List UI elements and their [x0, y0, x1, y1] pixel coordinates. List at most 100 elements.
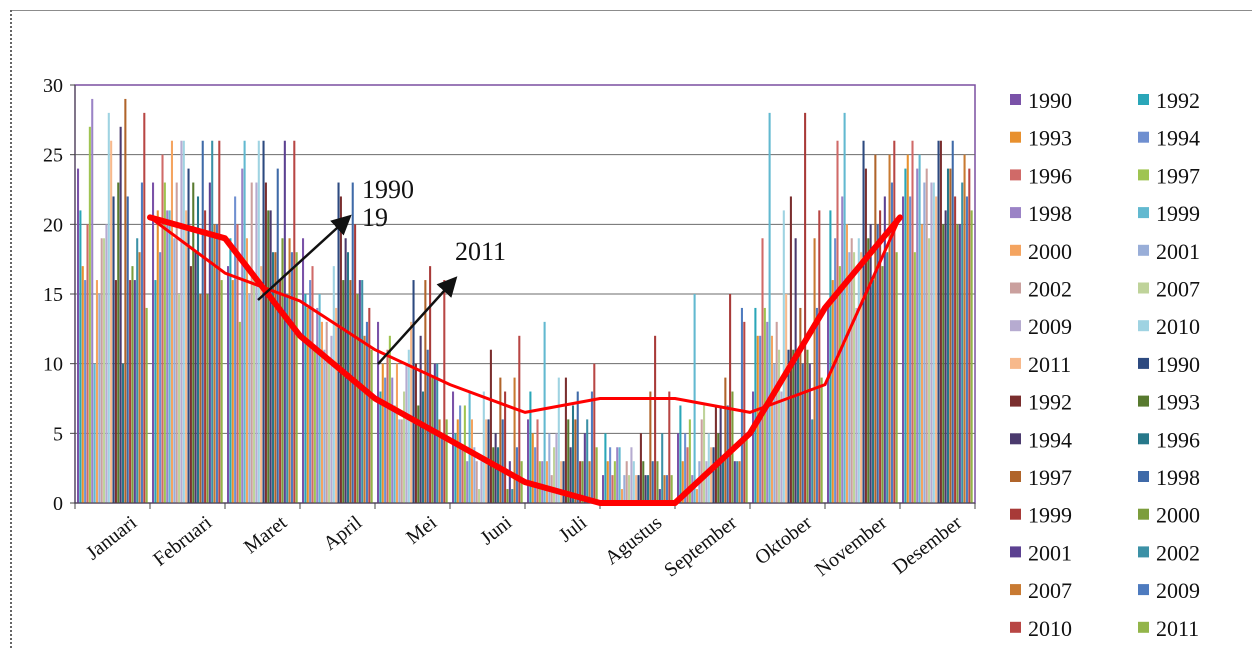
bar-2010-juli — [557, 377, 560, 503]
bar-1992-februari — [154, 280, 157, 503]
x-tick-label: Maret — [240, 511, 292, 558]
bar-2002-agustus — [625, 461, 628, 503]
bar-2011-mei — [445, 419, 448, 503]
x-tick-label: September — [660, 511, 741, 581]
bar-1990-agustus — [637, 475, 640, 503]
legend-swatch-2009 — [1010, 320, 1021, 332]
bar-1990-agustus — [602, 475, 605, 503]
bar-2009-september — [740, 307, 743, 503]
y-tick-label: 30 — [43, 75, 63, 97]
bar-1996-januari — [86, 224, 89, 503]
bar-1992-agustus — [639, 433, 642, 503]
bar-1992-januari — [79, 210, 82, 503]
bar-1998-juni — [466, 461, 469, 503]
bar-2011-agustus — [670, 475, 673, 503]
bar-2009-september — [705, 461, 708, 503]
bar-2011-desember — [970, 210, 973, 503]
bar-1999-oktober — [768, 112, 771, 504]
bar-1996-november — [871, 280, 875, 503]
bar-1993-juli — [567, 419, 570, 503]
bar-2011-desember — [935, 196, 938, 503]
bar-2007-oktober — [813, 238, 816, 503]
bar-2002-september — [736, 461, 739, 503]
bar-1997-februari — [163, 182, 166, 503]
bar-1993-april — [342, 280, 345, 503]
legend-label-1996: 1996 — [1028, 163, 1072, 188]
bar-1998-agustus — [651, 461, 654, 503]
bar-2010-juli — [593, 363, 596, 503]
bar-2000-oktober — [770, 335, 773, 503]
bar-2000-januari — [131, 266, 134, 503]
bar-1993-januari — [81, 266, 84, 503]
bar-2000-januari — [95, 280, 98, 503]
bar-2011-november — [860, 252, 863, 503]
bar-2010-juni — [518, 335, 521, 503]
legend-label-2000: 2000 — [1156, 503, 1200, 528]
bar-2001-november — [883, 196, 886, 503]
bar-2011-februari — [220, 280, 223, 503]
bar-1999-maret — [243, 140, 246, 504]
bar-1997-april — [313, 349, 316, 503]
bar-1997-oktober — [799, 307, 802, 503]
bar-1997-maret — [274, 252, 277, 503]
bar-1993-april — [306, 307, 309, 503]
bar-2000-september — [695, 489, 698, 503]
bar-1992-oktober — [789, 196, 792, 503]
bar-1996-oktober — [761, 238, 764, 503]
bar-2007-september — [703, 405, 706, 503]
bar-1999-maret — [279, 280, 282, 503]
legend-swatch-1994 — [1010, 433, 1021, 445]
bar-1997-juli — [538, 461, 541, 503]
legend-swatch-1999 — [1010, 508, 1021, 520]
bar-1997-maret — [238, 321, 241, 503]
bar-1996-september — [721, 461, 725, 503]
frame-left-border — [10, 10, 12, 648]
bar-1996-mei — [386, 349, 389, 503]
bar-2010-februari — [182, 140, 185, 504]
legend-label-2010: 2010 — [1156, 314, 1200, 339]
bar-1994-mei — [419, 335, 422, 503]
bar-2009-juli — [590, 391, 593, 503]
bar-2000-juni — [470, 419, 473, 503]
bar-1992-maret — [264, 182, 267, 503]
bar-2000-april — [356, 294, 359, 503]
bar-1999-oktober — [804, 112, 807, 504]
x-tick-label: Mei — [402, 511, 441, 548]
arrow-2011 — [377, 276, 458, 365]
legend-swatch-2007 — [1010, 584, 1021, 596]
x-tick-label: Desember — [889, 511, 967, 578]
bar-1996-desember — [911, 140, 914, 504]
bar-2001-maret — [283, 140, 286, 504]
bar-2007-maret — [253, 280, 256, 503]
bar-1992-mei — [379, 391, 382, 503]
bar-1996-maret — [271, 252, 275, 503]
bar-1999-agustus — [654, 335, 657, 503]
bar-2007-maret — [288, 238, 291, 503]
legend-swatch-1996 — [1010, 169, 1021, 181]
bar-2001-juli — [583, 433, 586, 503]
bar-1994-april — [309, 280, 312, 503]
bar-1996-mei — [421, 391, 425, 503]
bar-1997-januari — [88, 126, 91, 504]
legend-label-1992: 1992 — [1028, 390, 1072, 415]
bar-2007-januari — [138, 252, 141, 503]
bar-2000-juli — [545, 461, 548, 503]
bar-2002-april — [325, 321, 328, 503]
y-tick-label: 5 — [53, 423, 63, 445]
bar-1997-september — [688, 419, 691, 503]
bar-1998-juni — [501, 419, 504, 503]
bar-1998-april — [316, 307, 319, 503]
legend-label-1994: 1994 — [1028, 427, 1072, 452]
bar-1997-november — [838, 266, 841, 503]
bar-2002-maret — [286, 294, 289, 503]
bar-1990-april — [302, 238, 305, 503]
bar-2009-desember — [965, 196, 968, 503]
bar-2009-april — [330, 335, 333, 503]
legend-label-2007: 2007 — [1028, 578, 1072, 603]
bar-2007-agustus — [628, 475, 631, 503]
bar-1996-juli — [536, 419, 539, 503]
bar-1993-januari — [117, 182, 120, 503]
bar-2011-september — [745, 433, 748, 503]
legend-swatch-1996 — [1138, 433, 1149, 445]
